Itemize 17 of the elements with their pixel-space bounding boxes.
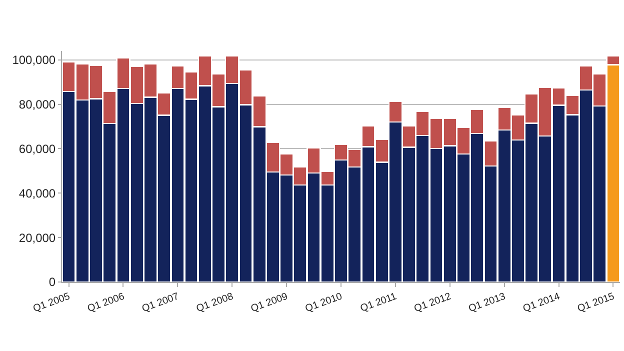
y-tick-label: 60,000 [18, 142, 56, 156]
x-tick-label: Q1 2005 [32, 291, 72, 315]
x-tick-label: Q1 2007 [140, 291, 181, 315]
x-tick-label: Q1 2009 [249, 291, 290, 315]
y-tick-label: 40,000 [18, 186, 56, 200]
x-tick-label: Q1 2013 [467, 291, 508, 315]
y-tick-label: 100,000 [12, 53, 56, 68]
x-tick-label: Q1 2008 [195, 291, 236, 315]
x-tick-label: Q1 2010 [304, 291, 344, 315]
x-tick-label: Q1 2011 [359, 291, 399, 314]
x-tick-label: Q1 2015 [576, 291, 616, 315]
y-tick-label: 20,000 [18, 230, 56, 245]
x-tick-label: Q1 2006 [86, 291, 126, 315]
y-tick-label: 0 [48, 275, 56, 290]
x-tick-label: Q1 2012 [412, 291, 454, 315]
x-tick-label: Q1 2014 [522, 291, 562, 315]
y-tick-label: 80,000 [18, 98, 56, 112]
